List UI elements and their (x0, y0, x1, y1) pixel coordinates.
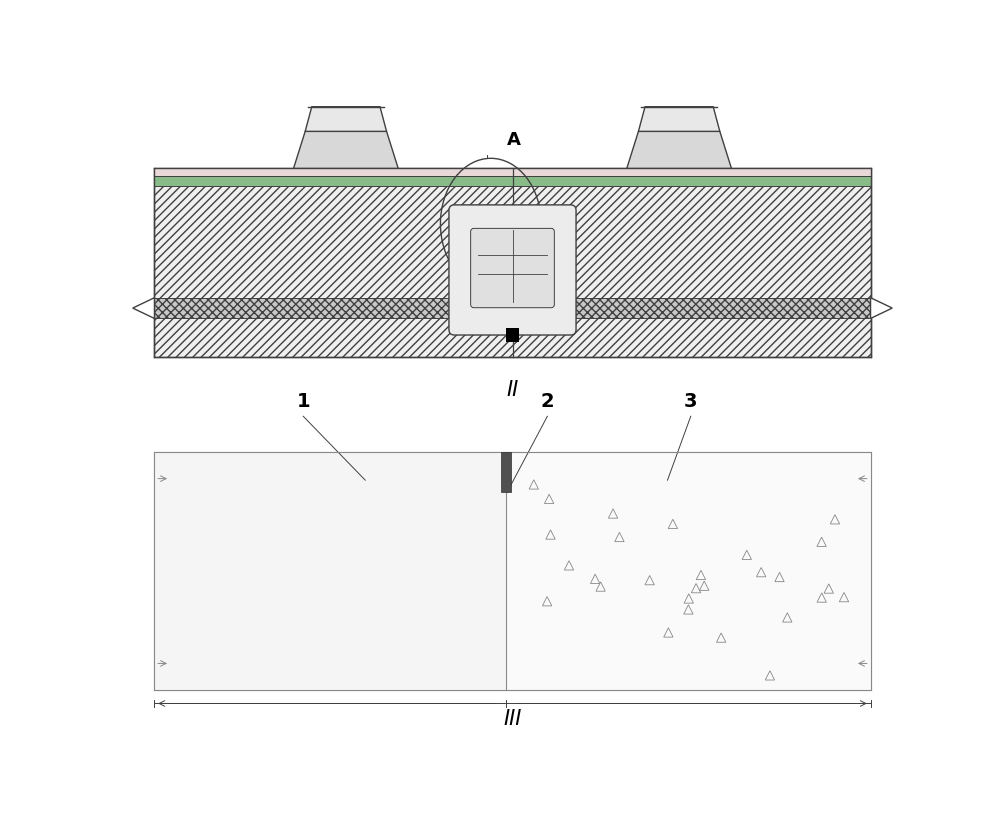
Bar (154, 452, 506, 691)
FancyBboxPatch shape (449, 205, 576, 335)
FancyBboxPatch shape (471, 229, 554, 308)
Text: III: III (503, 709, 522, 729)
Bar (154, 168, 871, 176)
Text: 2: 2 (541, 392, 554, 411)
Text: A: A (507, 131, 521, 149)
Polygon shape (627, 132, 731, 168)
Polygon shape (294, 132, 398, 168)
Text: II: II (506, 380, 519, 400)
Text: 1: 1 (296, 392, 310, 411)
Bar (154, 168, 871, 357)
Bar (501, 452, 511, 492)
Text: 3: 3 (684, 392, 698, 411)
Bar (154, 297, 871, 318)
Bar (154, 452, 871, 691)
Polygon shape (638, 106, 720, 132)
Bar (154, 176, 871, 186)
Bar (506, 452, 871, 691)
Polygon shape (133, 297, 154, 318)
Polygon shape (305, 106, 387, 132)
Polygon shape (871, 297, 892, 318)
Bar (506, 328, 519, 342)
